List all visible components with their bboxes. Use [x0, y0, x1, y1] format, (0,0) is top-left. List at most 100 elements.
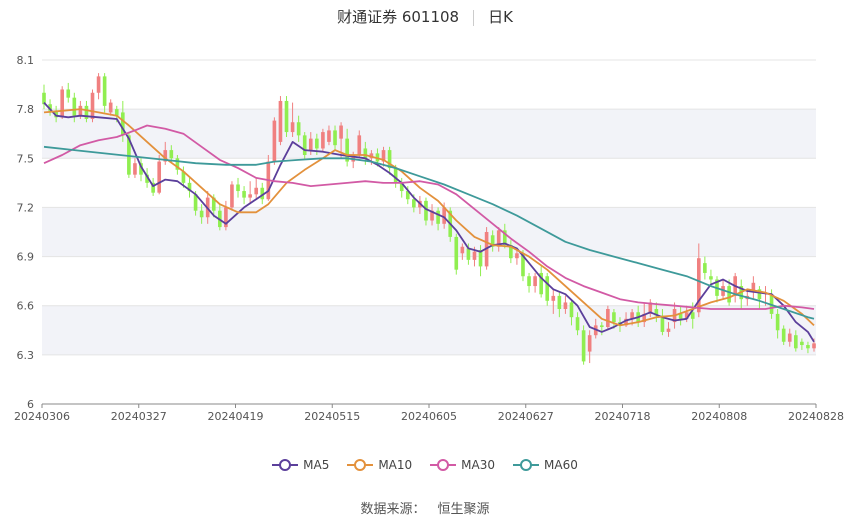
candle-body — [42, 92, 46, 105]
candle-body — [430, 210, 434, 221]
candle-body — [606, 308, 610, 328]
candle-body — [521, 253, 525, 277]
candle-body — [296, 122, 301, 136]
candle-body — [260, 187, 265, 200]
candle-body — [703, 263, 707, 273]
candle-body — [690, 312, 695, 319]
chart-title: 财通证券 601108 日K — [0, 6, 850, 27]
candle-body — [224, 207, 228, 228]
source-label: 数据来源： — [360, 502, 426, 517]
x-tick-label: 20240828 — [788, 410, 844, 423]
legend-label: MA5 — [303, 458, 330, 472]
candle-body — [751, 282, 756, 293]
candle-body — [363, 148, 368, 159]
candle-body — [254, 187, 259, 195]
candle-body — [472, 251, 477, 260]
legend-item-ma10[interactable]: MA10 — [347, 458, 412, 472]
candle-body — [509, 245, 513, 259]
candle-body — [460, 246, 465, 254]
candle-body — [557, 295, 562, 309]
candle-body — [315, 138, 319, 149]
y-tick-label: 8.1 — [17, 54, 35, 67]
legend-marker-icon — [272, 459, 299, 471]
candle-body — [466, 248, 471, 260]
x-tick-label: 20240419 — [208, 410, 264, 423]
candle-body — [102, 76, 107, 106]
candle-body — [321, 132, 325, 149]
candle-body — [157, 161, 162, 193]
candle-body — [54, 110, 58, 118]
candle-body — [127, 135, 131, 175]
candle-body — [630, 312, 634, 319]
y-tick-label: 6.3 — [17, 349, 35, 362]
candle-body — [775, 313, 780, 331]
ma30-line — [43, 124, 815, 310]
candle-body — [781, 328, 786, 342]
candle-body — [412, 199, 416, 208]
candle-body — [96, 76, 101, 93]
candle-body — [648, 302, 653, 314]
candle-body — [793, 335, 798, 349]
period-label: 日K — [488, 8, 513, 26]
legend-item-ma30[interactable]: MA30 — [430, 458, 495, 472]
candle-body — [575, 317, 580, 331]
stock-title: 财通证券 601108 — [337, 8, 460, 26]
candle-body — [357, 135, 362, 156]
candle-body — [642, 313, 647, 323]
candle-body — [812, 343, 816, 349]
candle-body — [787, 333, 792, 342]
candle-body — [230, 184, 234, 208]
candle-body — [612, 312, 616, 323]
x-tick-label: 20240515 — [304, 410, 360, 423]
candle-body — [278, 100, 283, 142]
candle-body — [436, 210, 440, 224]
candle-body — [624, 318, 628, 326]
candle-body — [502, 230, 507, 246]
candle-body — [236, 184, 240, 192]
x-tick-label: 20240808 — [691, 410, 747, 423]
candle-body — [187, 182, 192, 192]
y-tick-label: 7.5 — [17, 152, 35, 165]
candle-body — [211, 197, 216, 211]
grid-band — [42, 305, 816, 355]
candle-body — [490, 235, 495, 247]
y-tick-label: 7.8 — [17, 103, 35, 116]
candle-body — [248, 194, 252, 198]
x-tick-label: 20240718 — [595, 410, 651, 423]
legend-marker-icon — [513, 459, 540, 471]
candle-body — [90, 92, 95, 119]
candle-body — [478, 250, 483, 267]
legend-label: MA30 — [461, 458, 496, 472]
grid-band — [42, 207, 816, 257]
y-tick-label: 6.9 — [17, 251, 35, 264]
candle-body — [581, 330, 586, 362]
candle-body — [551, 295, 556, 301]
candle-body — [272, 120, 277, 162]
candle-body — [114, 109, 119, 116]
legend-item-ma5[interactable]: MA5 — [272, 458, 329, 472]
data-source: 数据来源： 恒生聚源 — [0, 498, 850, 517]
candle-body — [587, 335, 592, 352]
candle-body — [660, 315, 665, 332]
y-tick-label: 7.2 — [17, 201, 35, 214]
candle-body — [78, 105, 83, 116]
legend: MA5 MA10 MA30 MA60 — [0, 458, 850, 472]
candle-body — [199, 210, 204, 218]
candle-body — [84, 105, 89, 119]
legend-label: MA10 — [378, 458, 413, 472]
candle-body — [405, 191, 410, 200]
legend-item-ma60[interactable]: MA60 — [513, 458, 578, 472]
candle-body — [308, 138, 313, 151]
legend-marker-icon — [347, 459, 374, 471]
legend-marker-icon — [430, 459, 457, 471]
candle-body — [599, 325, 604, 328]
ma5-line — [43, 101, 815, 343]
candle-body — [121, 112, 125, 136]
candle-body — [151, 182, 155, 193]
candle-body — [302, 135, 307, 156]
candle-body — [709, 276, 713, 280]
candle-body — [569, 302, 574, 318]
candle-body — [327, 130, 331, 142]
candle-body — [133, 163, 137, 175]
candle-body — [496, 230, 501, 247]
